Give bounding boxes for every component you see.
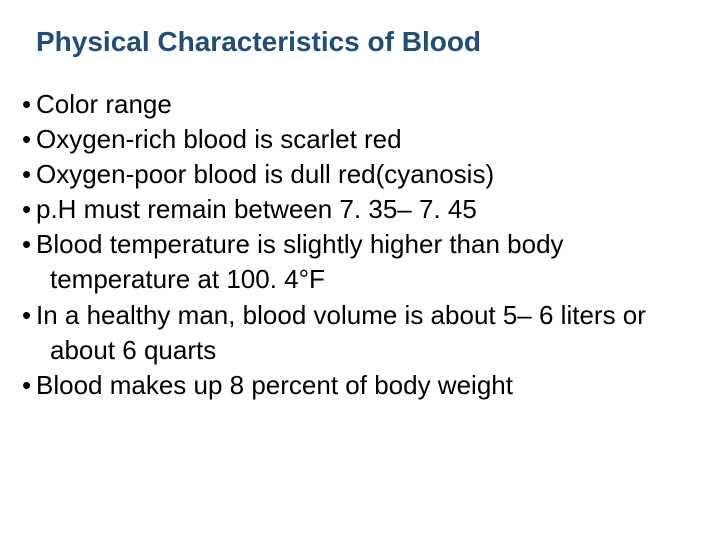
list-item: •Blood temperature is slightly higher th… bbox=[36, 227, 684, 297]
slide-title: Physical Characteristics of Blood bbox=[36, 24, 684, 59]
list-item-text: Oxygen-rich blood is scarlet red bbox=[36, 124, 402, 154]
list-item: •Blood makes up 8 percent of body weight bbox=[36, 368, 684, 403]
list-item-text: Blood temperature is slightly higher tha… bbox=[36, 229, 564, 294]
list-item-text: In a healthy man, blood volume is about … bbox=[36, 300, 646, 365]
list-item-text: Blood makes up 8 percent of body weight bbox=[36, 370, 513, 400]
list-item-text: Color range bbox=[36, 89, 172, 119]
list-item: •Oxygen-rich blood is scarlet red bbox=[36, 122, 684, 157]
slide-body: •Color range •Oxygen-rich blood is scarl… bbox=[36, 87, 684, 403]
list-item-text: Oxygen-poor blood is dull red(cyanosis) bbox=[36, 159, 494, 189]
list-item: •Color range bbox=[36, 87, 684, 122]
slide: Physical Characteristics of Blood •Color… bbox=[0, 0, 720, 540]
list-item: •p.H must remain between 7. 35– 7. 45 bbox=[36, 192, 684, 227]
list-item: •Oxygen-poor blood is dull red(cyanosis) bbox=[36, 157, 684, 192]
list-item: •In a healthy man, blood volume is about… bbox=[36, 298, 684, 368]
list-item-text: p.H must remain between 7. 35– 7. 45 bbox=[36, 194, 477, 224]
